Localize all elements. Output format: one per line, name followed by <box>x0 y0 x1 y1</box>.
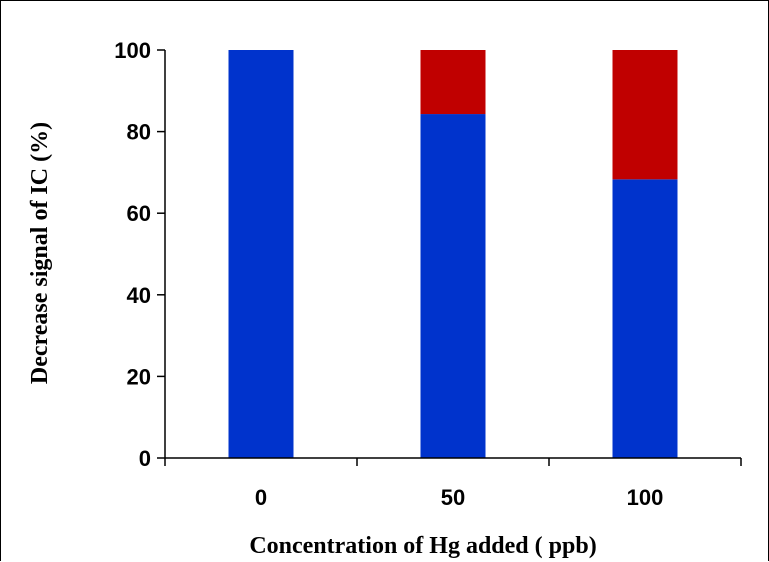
y-tick-label: 80 <box>127 120 151 145</box>
x-tick-label: 100 <box>627 485 664 510</box>
bars-group <box>228 50 678 458</box>
y-tick-label: 60 <box>127 201 151 226</box>
bar-segment-red-50 <box>420 50 486 115</box>
y-ticks-group: 0 20 40 60 80 100 <box>114 38 165 471</box>
bar-segment-red-100 <box>612 50 678 180</box>
x-tick-label: 50 <box>441 485 465 510</box>
x-ticks-group: 0 50 100 <box>164 458 742 510</box>
y-tick-label: 0 <box>139 446 151 471</box>
bar-segment-blue-100 <box>612 179 678 458</box>
bar-segment-blue-50 <box>420 114 486 458</box>
y-tick-label: 40 <box>127 283 151 308</box>
x-tick-label: 0 <box>255 485 267 510</box>
y-tick-label: 100 <box>114 38 151 63</box>
y-axis-title: Decrease signal of IC (%) <box>27 122 53 384</box>
axes-group <box>164 50 741 459</box>
x-axis-title: Concentration of Hg added ( ppb) <box>249 533 596 559</box>
bar-segment-blue-0 <box>228 50 294 458</box>
y-tick-label: 20 <box>127 364 151 389</box>
